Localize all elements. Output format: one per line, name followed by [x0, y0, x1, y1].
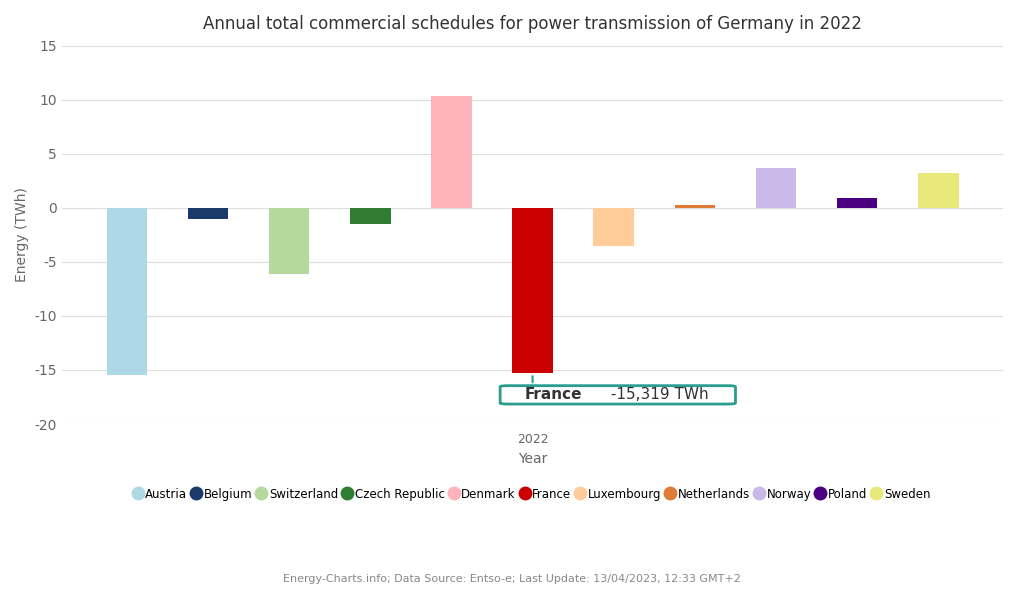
- Bar: [431, 97, 472, 208]
- Bar: [756, 168, 797, 208]
- Title: Annual total commercial schedules for power transmission of Germany in 2022: Annual total commercial schedules for po…: [203, 15, 862, 33]
- Bar: [675, 205, 715, 208]
- Text: -15,319 TWh: -15,319 TWh: [605, 388, 709, 402]
- Bar: [837, 198, 878, 208]
- Y-axis label: Energy (TWh): Energy (TWh): [15, 188, 29, 282]
- FancyBboxPatch shape: [500, 386, 735, 404]
- X-axis label: Year: Year: [518, 452, 547, 466]
- Text: Energy-Charts.info; Data Source: Entso-e; Last Update: 13/04/2023, 12:33 GMT+2: Energy-Charts.info; Data Source: Entso-e…: [283, 574, 741, 584]
- Bar: [350, 208, 390, 224]
- Bar: [594, 208, 634, 245]
- Bar: [919, 173, 958, 208]
- Bar: [187, 208, 228, 219]
- Legend: Austria, Belgium, Switzerland, Czech Republic, Denmark, France, Luxembourg, Neth: Austria, Belgium, Switzerland, Czech Rep…: [130, 483, 935, 506]
- Bar: [106, 208, 147, 375]
- Text: France: France: [524, 388, 582, 402]
- Bar: [269, 208, 309, 274]
- Text: 2022: 2022: [517, 432, 549, 445]
- Bar: [512, 208, 553, 373]
